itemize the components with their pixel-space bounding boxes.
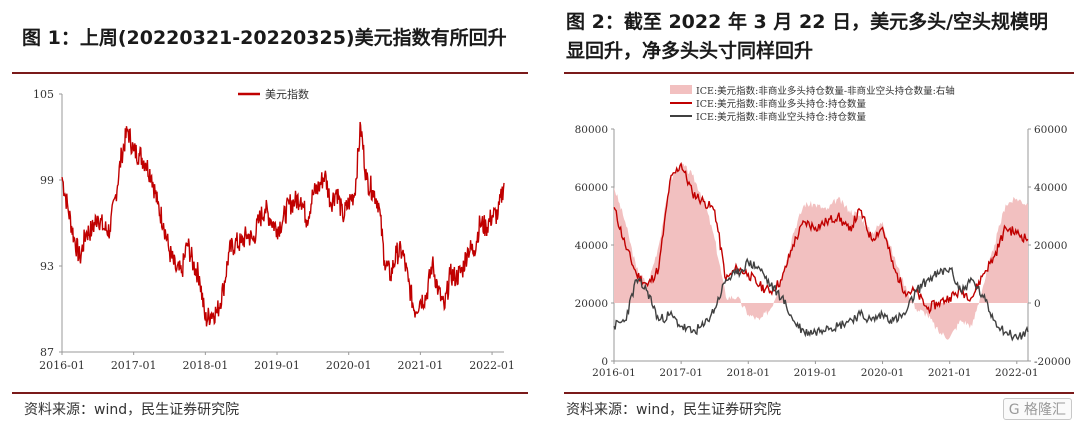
left-y-tick-label: 20000 [575, 298, 608, 310]
net-position-area [614, 162, 1028, 340]
y-tick-label: 87 [40, 346, 54, 359]
dollar-index-chart: 87 93 99 105 2016-01 2017-01 2018-01 2019-01 202… [33, 87, 515, 372]
x-tick-label: 2018-01 [726, 367, 770, 379]
x-tick-label: 2021-01 [928, 367, 972, 379]
x-tick-label: 2017-01 [111, 359, 157, 372]
chart-title: 图 1：上周(20220321-20220325)美元指数有所回升 [22, 27, 507, 49]
chart-title-line-2: 显回升，净多头头寸同样回升 [566, 40, 814, 62]
x-tick-label: 2022-01 [995, 367, 1039, 379]
x-tick-label: 2019-01 [254, 359, 300, 372]
left-y-tick-label: 80000 [575, 124, 608, 136]
right-y-tick-label: 0 [1034, 298, 1041, 310]
x-tick-label: 2016-01 [39, 359, 85, 372]
source-note: 资料来源：wind，民生证券研究院 [24, 402, 240, 418]
y-tick-label: 99 [40, 174, 54, 187]
legend-label: ICE:美元指数:非商业空头持仓:持仓数量 [696, 111, 867, 123]
right-y-tick-label: 20000 [1034, 240, 1067, 252]
left-y-tick-label: 0 [601, 356, 608, 368]
source-rule [564, 392, 1074, 394]
y-tick-label: 105 [33, 88, 54, 101]
left-y-tick-label: 60000 [575, 182, 608, 194]
title-rule [564, 72, 1074, 74]
x-tick-label: 2017-01 [659, 367, 703, 379]
right-y-tick-label: 40000 [1034, 182, 1067, 194]
chart-panel-1: 图 1：上周(20220321-20220325)美元指数有所回升 87 93 99… [0, 0, 534, 422]
x-tick-label: 2016-01 [592, 367, 636, 379]
title-rule [12, 72, 528, 74]
source-rule [12, 392, 528, 394]
y-tick-label: 93 [40, 260, 54, 273]
left-y-tick-label: 40000 [575, 240, 608, 252]
legend-label: ICE:美元指数:非商业多头持仓数量-非商业空头持仓数量:右轴 [696, 85, 955, 97]
chart-panel-2: 图 2：截至 2022 年 3 月 22 日，美元多头/空头规模明 显回升，净多… [552, 0, 1080, 422]
chart-title-line-1: 图 2：截至 2022 年 3 月 22 日，美元多头/空头规模明 [566, 11, 1049, 33]
watermark-logo: G 格隆汇 [1002, 398, 1072, 420]
right-y-tick-label: 60000 [1034, 124, 1067, 136]
x-tick-label: 2020-01 [326, 359, 372, 372]
short-position-line [613, 257, 1029, 342]
source-note: 资料来源：wind，民生证券研究院 [566, 402, 782, 418]
legend-label: ICE:美元指数:非商业多头持仓:持仓数量 [696, 98, 867, 110]
x-tick-label: 2020-01 [861, 367, 905, 379]
dollar-index-line [61, 121, 505, 327]
chart-title: 图 2：截至 2022 年 3 月 22 日，美元多头/空头规模明 显回升，净多… [566, 8, 1048, 66]
x-tick-label: 2018-01 [182, 359, 228, 372]
right-y-tick-label: -20000 [1034, 356, 1071, 368]
legend-swatch-area [670, 85, 692, 94]
x-tick-label: 2019-01 [794, 367, 838, 379]
legend-label: 美元指数 [265, 87, 309, 101]
positions-chart: 0 20000 40000 60000 80000 -20000 0 20000 40000 60… [575, 85, 1071, 379]
x-tick-label: 2022-01 [469, 359, 515, 372]
x-tick-label: 2021-01 [398, 359, 444, 372]
